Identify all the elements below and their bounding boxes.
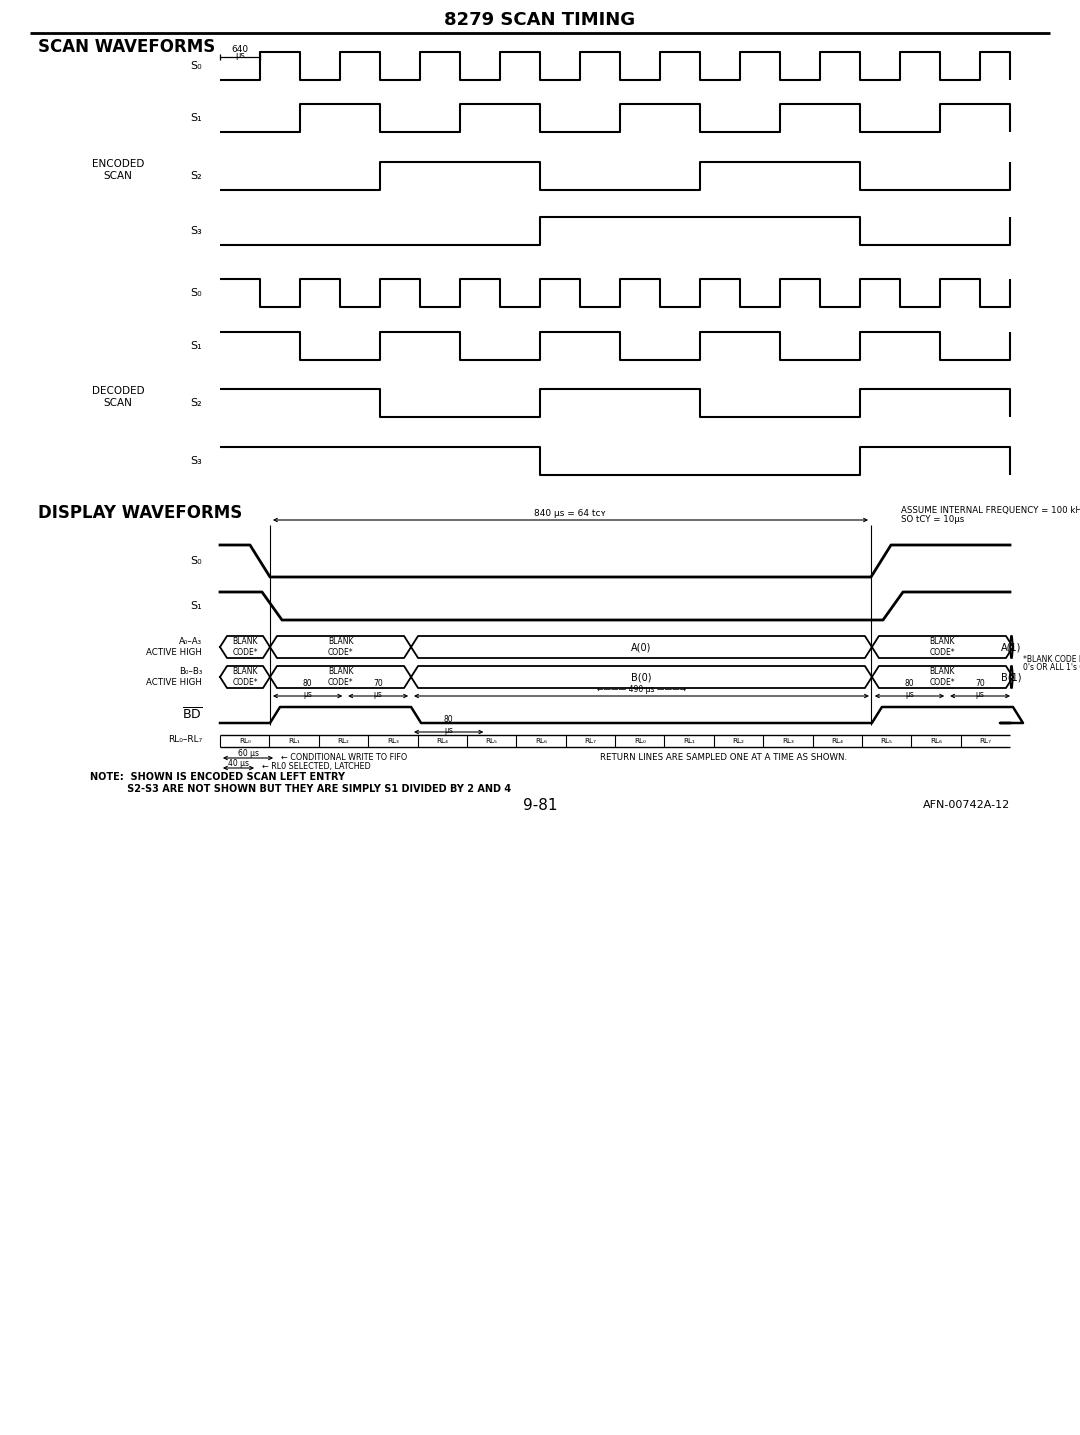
Text: NOTE:  SHOWN IS ENCODED SCAN LEFT ENTRY: NOTE: SHOWN IS ENCODED SCAN LEFT ENTRY: [90, 772, 345, 782]
Text: *BLANK CODE IS EITHER ALL: *BLANK CODE IS EITHER ALL: [1023, 654, 1080, 663]
Text: S₁: S₁: [190, 113, 202, 123]
Text: S₀: S₀: [190, 555, 202, 565]
Text: RL₇: RL₇: [584, 738, 596, 743]
Text: S₀: S₀: [190, 62, 202, 70]
Text: RL₇: RL₇: [980, 738, 991, 743]
Text: SCAN WAVEFORMS: SCAN WAVEFORMS: [38, 37, 215, 56]
Text: RL₁: RL₁: [288, 738, 300, 743]
Text: S2-S3 ARE NOT SHOWN BUT THEY ARE SIMPLY S1 DIVIDED BY 2 AND 4: S2-S3 ARE NOT SHOWN BUT THEY ARE SIMPLY …: [90, 784, 511, 794]
Text: SO tCY = 10μs: SO tCY = 10μs: [901, 515, 964, 524]
Text: μs: μs: [235, 50, 245, 59]
Text: RL₂: RL₂: [732, 738, 744, 743]
Text: RETURN LINES ARE SAMPLED ONE AT A TIME AS SHOWN.: RETURN LINES ARE SAMPLED ONE AT A TIME A…: [600, 752, 847, 762]
Text: A₀–A₃
ACTIVE HIGH: A₀–A₃ ACTIVE HIGH: [146, 637, 202, 657]
Text: BLANK
CODE*: BLANK CODE*: [327, 667, 353, 687]
Text: 80
μs: 80 μs: [444, 715, 454, 735]
Text: 70
μs: 70 μs: [374, 679, 383, 699]
Text: ASSUME INTERNAL FREQUENCY = 100 kHz: ASSUME INTERNAL FREQUENCY = 100 kHz: [901, 507, 1080, 515]
Text: 40 μs: 40 μs: [228, 759, 249, 768]
Text: 70
μs: 70 μs: [975, 679, 985, 699]
Text: BLANK
CODE*: BLANK CODE*: [930, 667, 955, 687]
Text: RL₀: RL₀: [239, 738, 251, 743]
Text: $\overline{\mathrm{BD}}$: $\overline{\mathrm{BD}}$: [181, 707, 202, 723]
Text: RL₃: RL₃: [387, 738, 399, 743]
Text: S₃: S₃: [190, 456, 202, 466]
Text: RL₃: RL₃: [782, 738, 794, 743]
Text: A(0): A(0): [632, 641, 651, 651]
Text: S₃: S₃: [190, 225, 202, 235]
Text: BLANK
CODE*: BLANK CODE*: [930, 637, 955, 657]
Text: S₁: S₁: [190, 342, 202, 352]
Text: RL₅: RL₅: [880, 738, 892, 743]
Text: BLANK
CODE*: BLANK CODE*: [232, 637, 258, 657]
Text: RL₆: RL₆: [930, 738, 942, 743]
Text: S₂: S₂: [190, 397, 202, 408]
Text: ← CONDITIONAL WRITE TO FIFO: ← CONDITIONAL WRITE TO FIFO: [281, 752, 407, 762]
Text: RL₄: RL₄: [832, 738, 843, 743]
Text: RL₁: RL₁: [684, 738, 696, 743]
Text: BLANK
CODE*: BLANK CODE*: [232, 667, 258, 687]
Text: B(0): B(0): [631, 672, 651, 682]
Text: RL₅: RL₅: [486, 738, 498, 743]
Text: 640: 640: [231, 44, 248, 53]
Text: 80
μs: 80 μs: [905, 679, 915, 699]
Text: BLANK
CODE*: BLANK CODE*: [327, 637, 353, 657]
Text: 0's OR ALL 1's OR 20 HEX: 0's OR ALL 1's OR 20 HEX: [1023, 663, 1080, 672]
Text: A(1): A(1): [1001, 641, 1022, 651]
Text: S₁: S₁: [190, 601, 202, 611]
Text: S₂: S₂: [190, 171, 202, 181]
Text: ENCODED
SCAN: ENCODED SCAN: [92, 159, 145, 181]
Text: S₀: S₀: [190, 288, 202, 298]
Text: RL₀: RL₀: [634, 738, 646, 743]
Text: ← RL0 SELECTED, LATCHED: ← RL0 SELECTED, LATCHED: [262, 762, 370, 772]
Text: B(1): B(1): [1001, 672, 1022, 682]
Text: RL₂: RL₂: [337, 738, 349, 743]
Text: 8279 SCAN TIMING: 8279 SCAN TIMING: [445, 11, 635, 29]
Text: AFN-00742A-12: AFN-00742A-12: [922, 799, 1010, 809]
Text: 9-81: 9-81: [523, 798, 557, 812]
Text: RL₆: RL₆: [535, 738, 546, 743]
Text: RL₀–RL₇: RL₀–RL₇: [167, 735, 202, 743]
Text: 60 μs: 60 μs: [238, 749, 258, 758]
Text: RL₄: RL₄: [436, 738, 448, 743]
Text: ←——— 490 μs ———→: ←——— 490 μs ———→: [597, 684, 686, 693]
Text: 840 μs = 64 tᴄʏ: 840 μs = 64 tᴄʏ: [535, 508, 607, 518]
Text: DISPLAY WAVEFORMS: DISPLAY WAVEFORMS: [38, 504, 242, 522]
Text: DECODED
SCAN: DECODED SCAN: [92, 386, 145, 408]
Text: B₀–B₃
ACTIVE HIGH: B₀–B₃ ACTIVE HIGH: [146, 667, 202, 687]
Text: 80
μs: 80 μs: [302, 679, 312, 699]
